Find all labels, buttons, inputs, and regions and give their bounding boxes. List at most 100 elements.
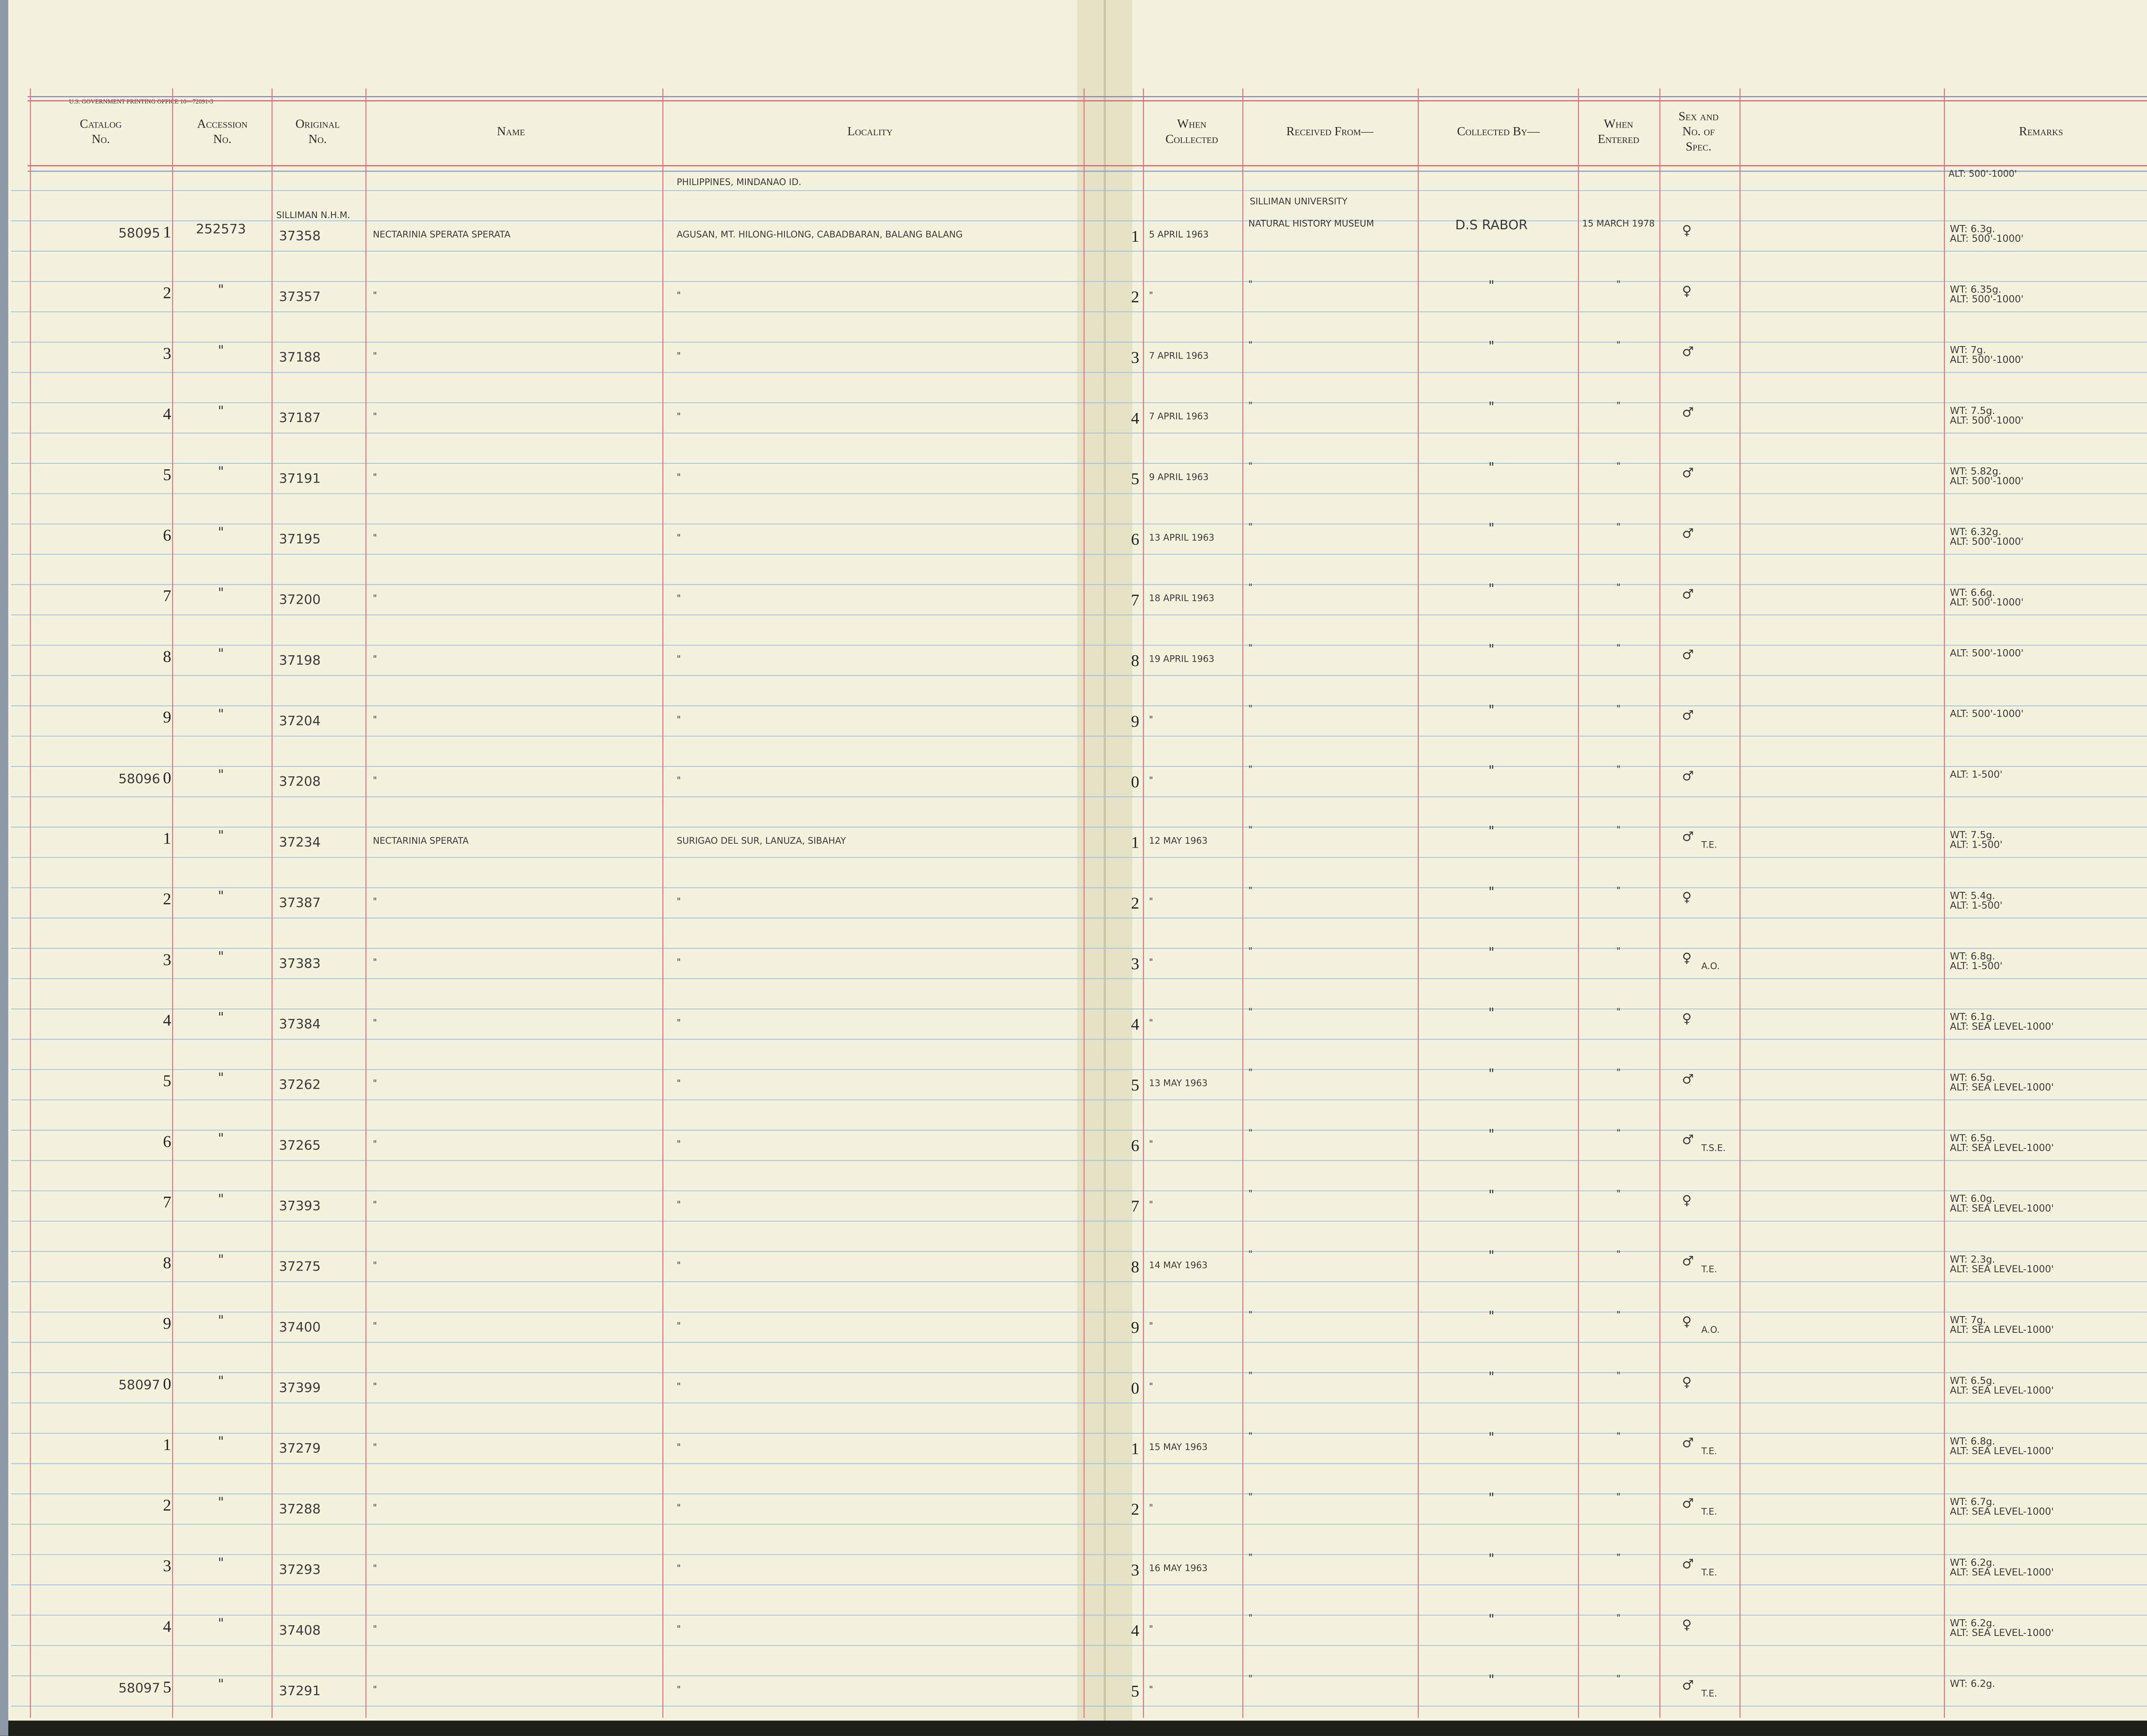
remark: ALT: SEA LEVEL-1000' — [1950, 1264, 2054, 1275]
collected-by: " — [1488, 1672, 1494, 1687]
locality: " — [677, 472, 681, 482]
sex-symbol: ♂ — [1682, 1557, 1694, 1572]
collected-by: " — [1488, 1248, 1494, 1263]
catalog-digit: 5 — [163, 1678, 171, 1696]
species-name: " — [373, 532, 377, 543]
remark: ALT: 500'-1000' — [1950, 648, 2024, 659]
original-number: 37358 — [279, 229, 321, 244]
column-header: Sex and — [1679, 109, 1718, 123]
received-from: " — [1248, 1249, 1253, 1259]
catalog-number: 58096 — [119, 772, 160, 787]
sex-symbol: ♂ — [1682, 1496, 1694, 1511]
remark: ALT: 1-500' — [1950, 961, 2002, 972]
catalog-digit: 1 — [163, 830, 171, 848]
received-from: " — [1248, 1188, 1253, 1198]
collected-by: " — [1488, 1491, 1494, 1506]
sex-symbol: ♂ — [1682, 405, 1694, 420]
remark: WT: 7g. — [1950, 1315, 1986, 1326]
sex-symbol: ♂ — [1682, 587, 1694, 602]
date-entered: " — [1616, 1552, 1621, 1562]
date-entered: " — [1616, 1310, 1621, 1320]
received-from: " — [1248, 764, 1253, 774]
locality: " — [677, 290, 681, 300]
collected-by: " — [1488, 1430, 1494, 1445]
collected-by: D.S RABOR — [1455, 218, 1528, 233]
species-name: " — [373, 1139, 377, 1149]
remark: ALT: SEA LEVEL-1000' — [1950, 1506, 2054, 1517]
sex-symbol: ♀ — [1682, 284, 1691, 299]
original-number: 37384 — [279, 1017, 321, 1032]
collected-by: " — [1488, 1551, 1494, 1566]
species-name: " — [373, 1624, 377, 1634]
date-collected: " — [1149, 1502, 1153, 1513]
collected-by: " — [1488, 1127, 1494, 1142]
remark: ALT: 500'-1000' — [1950, 233, 2024, 244]
column-header: Received From— — [1286, 125, 1374, 138]
species-name: " — [373, 896, 377, 906]
remark: WT: 6.32g. — [1950, 526, 2001, 538]
sex-symbol: ♀ — [1682, 1314, 1691, 1329]
date-entered: " — [1616, 1370, 1621, 1380]
collected-by: " — [1488, 1309, 1494, 1324]
remark: WT: 6.8g. — [1950, 951, 1995, 962]
accession-number: " — [218, 1374, 224, 1389]
locality: " — [677, 1563, 681, 1573]
row-digit: 4 — [1131, 1015, 1139, 1034]
sex-symbol: ♀ — [1682, 1011, 1691, 1026]
catalog-digit: 0 — [163, 769, 171, 787]
date-entered: " — [1616, 1491, 1621, 1502]
catalog-digit: 4 — [163, 1617, 171, 1636]
row-digit: 7 — [1131, 591, 1139, 609]
received-from: " — [1248, 1128, 1253, 1138]
catalog-digit: 4 — [163, 405, 171, 423]
date-entered: " — [1616, 582, 1621, 593]
sex-symbol: ♂ — [1682, 526, 1694, 541]
date-entered: " — [1616, 643, 1621, 653]
accession-number: " — [218, 1010, 224, 1025]
row-digit: 5 — [1131, 1682, 1139, 1700]
species-name: " — [373, 472, 377, 482]
collected-by: " — [1488, 581, 1494, 596]
locality: " — [677, 714, 681, 725]
locality: AGUSAN, MT. HILONG-HILONG, CABADBARAN, B… — [677, 229, 963, 240]
date-entered: " — [1616, 1067, 1621, 1077]
row-digit: 9 — [1131, 712, 1139, 730]
species-name: " — [373, 1018, 377, 1028]
remark: ALT: 1-500' — [1950, 839, 2002, 851]
date-collected: 13 MAY 1963 — [1149, 1078, 1207, 1088]
date-entered: " — [1616, 1673, 1621, 1684]
column-header: Remarks — [2019, 125, 2063, 138]
row-digit: 5 — [1131, 470, 1139, 488]
date-collected: " — [1149, 957, 1153, 967]
remark: ALT: 500'-1000' — [1950, 476, 2024, 487]
catalog-digit: 9 — [163, 1314, 171, 1332]
received-from: " — [1248, 521, 1253, 532]
catalog-number: 58097 — [119, 1681, 160, 1696]
date-collected: " — [1149, 1624, 1153, 1634]
sex-symbol: ♀ — [1682, 890, 1691, 905]
date-entered: " — [1616, 1128, 1621, 1138]
species-name: " — [373, 290, 377, 300]
date-collected: 5 APRIL 1963 — [1149, 229, 1209, 240]
date-entered: " — [1616, 703, 1621, 714]
accession-number: 252573 — [196, 222, 246, 237]
original-number: 37293 — [279, 1563, 321, 1578]
original-number: 37383 — [279, 956, 321, 971]
date-collected: " — [1149, 775, 1153, 785]
species-name: " — [373, 411, 377, 422]
species-name: " — [373, 775, 377, 785]
remark: ALT: SEA LEVEL-1000' — [1950, 1627, 2054, 1639]
row-digit: 6 — [1131, 531, 1139, 549]
remark: WT: 2.3g. — [1950, 1254, 1995, 1265]
original-number: 37387 — [279, 896, 321, 911]
column-header: No. of — [1682, 125, 1715, 138]
accession-number: " — [218, 1434, 224, 1449]
original-number: 37200 — [279, 593, 321, 608]
remark: ALT: SEA LEVEL-1000' — [1950, 1021, 2054, 1032]
date-collected: 7 APRIL 1963 — [1149, 351, 1209, 361]
accession-number: " — [218, 525, 224, 540]
catalog-digit: 9 — [163, 708, 171, 727]
date-entered: " — [1616, 1249, 1621, 1259]
locality: " — [677, 1442, 681, 1452]
date-collected: " — [1149, 1139, 1153, 1149]
